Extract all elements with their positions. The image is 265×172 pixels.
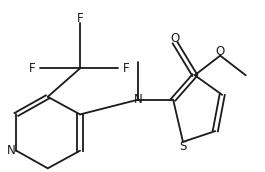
Text: S: S xyxy=(179,140,187,153)
Text: O: O xyxy=(216,45,225,58)
Text: N: N xyxy=(7,144,16,157)
Text: F: F xyxy=(29,62,36,75)
Text: N: N xyxy=(134,93,142,106)
Text: F: F xyxy=(123,62,129,75)
Text: F: F xyxy=(77,12,83,25)
Text: O: O xyxy=(170,32,180,45)
